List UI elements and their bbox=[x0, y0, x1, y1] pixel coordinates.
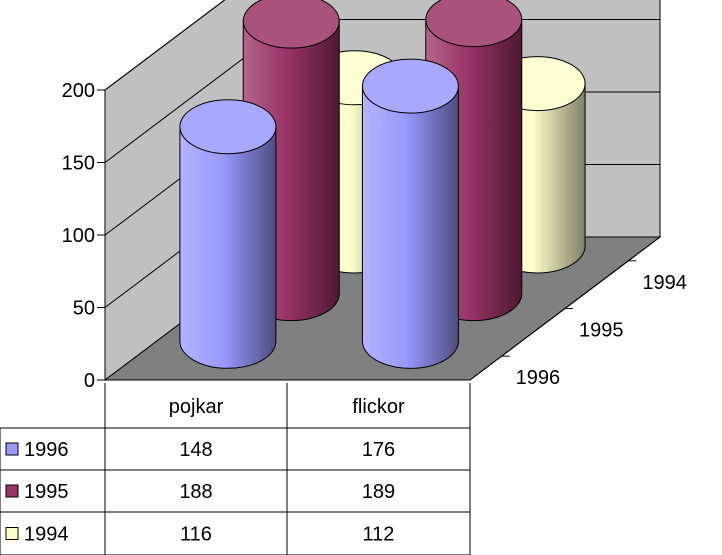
bar-1996-pojkar bbox=[179, 126, 277, 369]
table-cell-1995-pojkar: 188 bbox=[179, 481, 212, 503]
y-tick-label: 0 bbox=[84, 370, 95, 392]
table-cell-1995-flickor: 189 bbox=[362, 481, 395, 503]
depth-label: 1994 bbox=[642, 272, 687, 294]
bar-top-1996-flickor bbox=[361, 58, 459, 114]
depth-label: 1995 bbox=[579, 320, 624, 342]
bar-top-1995-pojkar bbox=[242, 0, 340, 49]
y-tick-label: 100 bbox=[62, 225, 95, 247]
legend-swatch-1996 bbox=[5, 442, 19, 456]
bar-1996-flickor bbox=[361, 85, 459, 369]
y-tick-label: 200 bbox=[62, 80, 95, 102]
table-header-flickor: flickor bbox=[352, 396, 405, 418]
y-tick-label: 150 bbox=[62, 153, 95, 175]
table-cell-1994-flickor: 112 bbox=[363, 524, 395, 546]
table-cell-1996-flickor: 176 bbox=[362, 439, 395, 461]
depth-label: 1996 bbox=[516, 367, 561, 389]
legend-swatch-1995 bbox=[5, 484, 19, 498]
legend-label-1995: 1995 bbox=[24, 481, 69, 503]
bar-top-1995-flickor bbox=[425, 0, 523, 48]
bar-top-1996-pojkar bbox=[179, 99, 277, 155]
gridline-side bbox=[104, 0, 226, 91]
legend-label-1996: 1996 bbox=[24, 439, 69, 461]
table-header-pojkar: pojkar bbox=[169, 396, 224, 418]
table-cell-1996-pojkar: 148 bbox=[179, 439, 212, 461]
legend-swatch-1994 bbox=[5, 527, 19, 540]
y-tick-label: 50 bbox=[73, 298, 95, 320]
legend-label-1994: 1994 bbox=[24, 524, 69, 546]
table-cell-1994-pojkar: 116 bbox=[180, 524, 212, 546]
